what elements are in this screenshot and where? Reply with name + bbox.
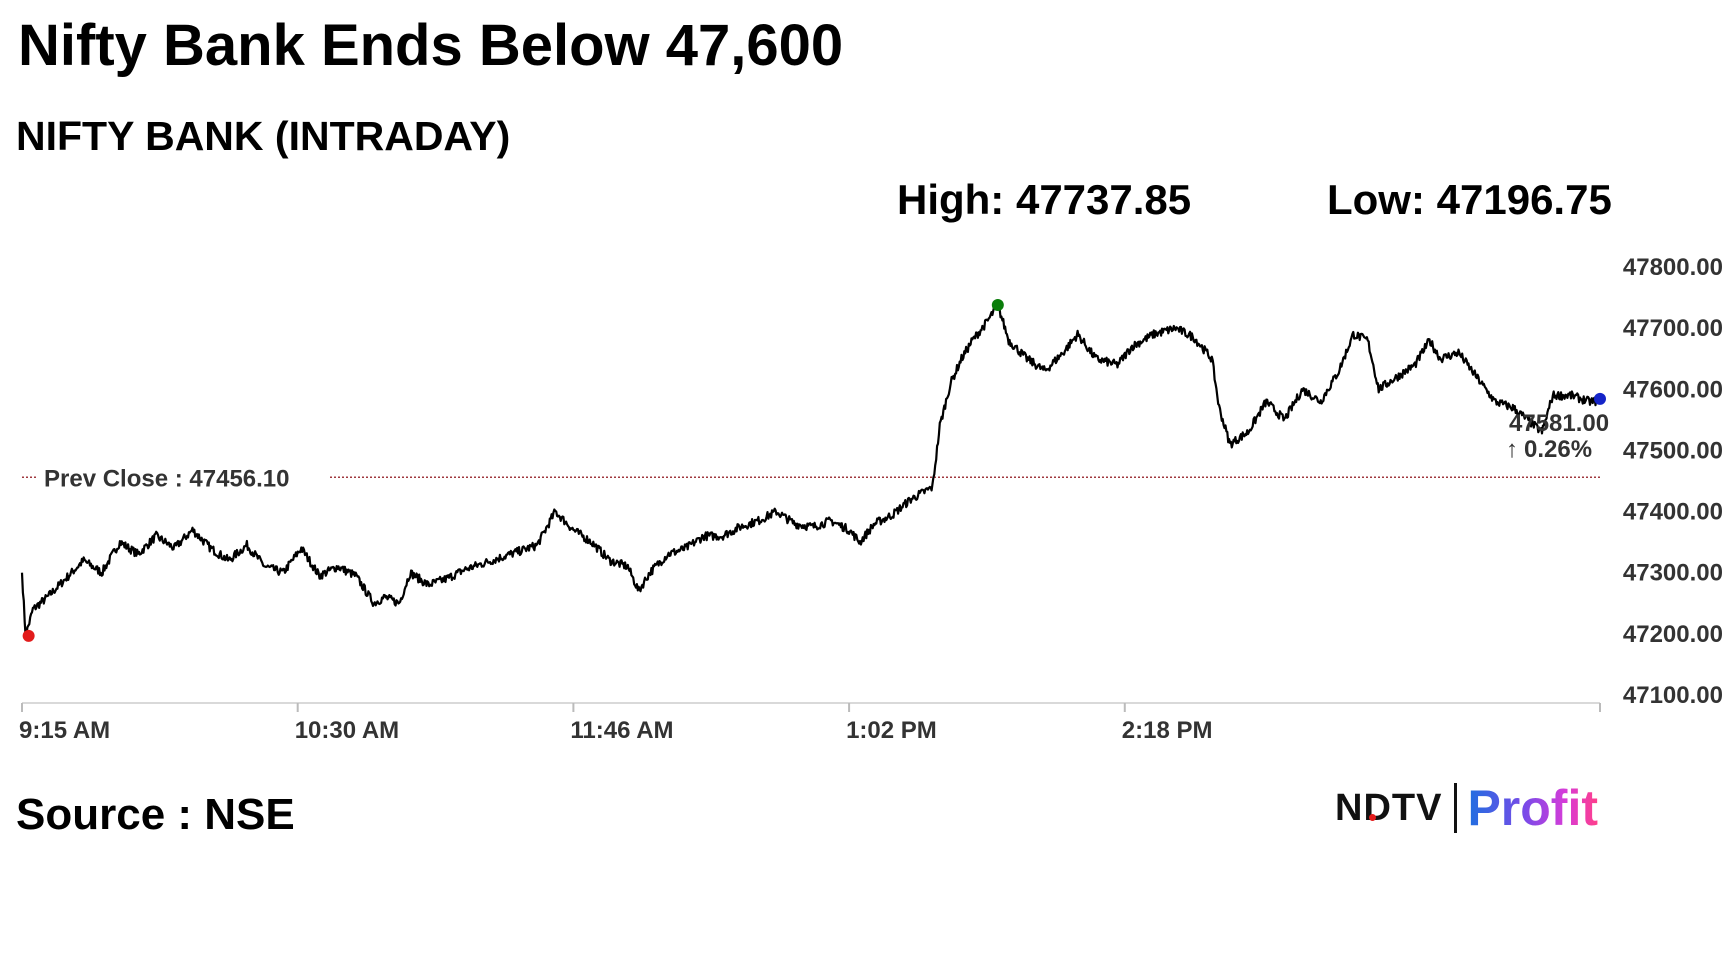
logo-profit-text: Profit	[1467, 780, 1598, 836]
logo-ndtv-text: NDTV	[1335, 786, 1443, 829]
change-label: 0.26%	[1524, 436, 1592, 463]
chart-subtitle: NIFTY BANK (INTRADAY)	[16, 113, 511, 159]
x-tick-label: 9:15 AM	[19, 717, 110, 744]
x-tick-label: 11:46 AM	[570, 717, 673, 744]
x-tick-label: 10:30 AM	[295, 717, 399, 744]
y-tick-label: 47100.00	[1623, 682, 1723, 709]
high-marker	[991, 299, 1004, 312]
y-tick-label: 47700.00	[1623, 315, 1723, 342]
y-tick-label: 47300.00	[1623, 560, 1723, 587]
y-tick-label: 47600.00	[1623, 376, 1723, 403]
y-tick-label: 47800.00	[1623, 254, 1723, 281]
ndtv-profit-logo: NDTV Profit	[1335, 778, 1598, 838]
x-tick-label: 1:02 PM	[846, 717, 937, 744]
low-stat: Low: 47196.75	[1327, 176, 1612, 223]
y-tick-label: 47500.00	[1623, 437, 1723, 464]
x-tick-label: 2:18 PM	[1122, 717, 1213, 744]
last-value-label: 47581.00	[1509, 410, 1609, 437]
prev-close-label: Prev Close : 47456.10	[44, 465, 290, 492]
logo-separator	[1454, 783, 1458, 833]
last-marker	[1594, 392, 1606, 405]
low-marker	[22, 629, 35, 642]
logo-dot-icon	[1369, 813, 1376, 821]
change-arrow-icon: ↑	[1506, 436, 1518, 463]
y-tick-label: 47200.00	[1623, 621, 1723, 648]
series-line	[20, 302, 1602, 637]
y-tick-label: 47400.00	[1623, 499, 1723, 526]
high-stat: High: 47737.85	[897, 176, 1192, 223]
chart-title: Nifty Bank Ends Below 47,600	[18, 13, 844, 78]
source-label: Source : NSE	[16, 790, 295, 839]
